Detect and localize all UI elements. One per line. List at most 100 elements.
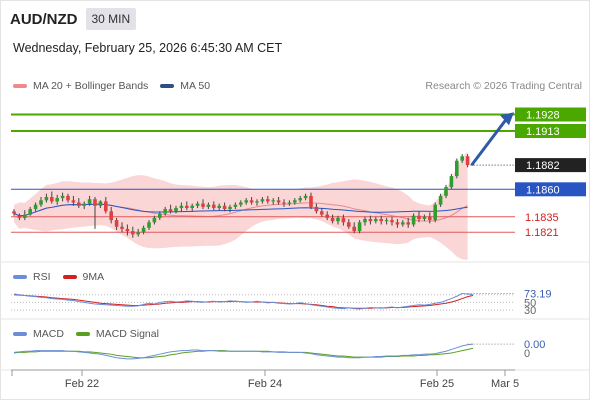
candle-body <box>222 205 227 210</box>
candle-body <box>114 220 119 227</box>
candle-body <box>17 215 22 218</box>
credit-label: Research © 2026 Trading Central <box>425 80 582 92</box>
candle-body <box>422 216 427 219</box>
candle-body <box>158 213 162 218</box>
x-tick-label: Mar 5 <box>491 378 519 390</box>
rsi-line <box>13 293 474 310</box>
macd-line <box>13 343 474 360</box>
candle-body <box>352 226 356 232</box>
legend-macd-signal-label: MACD Signal <box>95 328 159 340</box>
candle-body <box>136 232 140 235</box>
legend-ma50-label: MA 50 <box>180 80 211 92</box>
level-label-1.1821: 1.1821 <box>525 227 559 239</box>
candle-body <box>195 203 200 206</box>
candle-body <box>93 199 97 206</box>
candle-body <box>28 209 32 215</box>
ma50-swatch <box>160 84 175 88</box>
candle-body <box>411 215 416 225</box>
candle-body <box>325 214 329 218</box>
candle-body <box>438 195 443 205</box>
candle-body <box>401 222 405 225</box>
candle-body <box>368 219 373 222</box>
candle-body <box>39 200 43 205</box>
candle-body <box>33 204 38 210</box>
header: AUD/NZD 30 MIN <box>10 8 137 30</box>
candle-body <box>125 228 130 232</box>
legend-rsi-ma-label: 9MA <box>82 271 105 283</box>
macd-legend: MACD MACD Signal <box>13 328 171 340</box>
candle-body <box>357 222 362 232</box>
candle-body <box>449 176 454 188</box>
x-tick-label: Feb 24 <box>248 378 282 390</box>
main-legend: MA 20 + Bollinger Bands MA 50 <box>13 80 222 92</box>
macd-value-label: 0.00 <box>524 339 545 351</box>
rsi-scale-50: 50 <box>524 297 536 309</box>
ma20-swatch <box>13 84 27 88</box>
level-tag-1.1928 <box>515 107 586 122</box>
candle-body <box>309 195 313 207</box>
timeframe-badge[interactable]: 30 MIN <box>85 8 137 30</box>
candle-body <box>174 208 178 212</box>
candle-body <box>276 200 281 203</box>
candle-body <box>212 204 216 208</box>
forecast-arrow-shaft <box>470 117 509 167</box>
candle-body <box>185 205 189 208</box>
candle-body <box>266 199 270 202</box>
level-label-1.1928: 1.1928 <box>526 110 560 122</box>
candle-body <box>330 217 335 222</box>
level-label-1.1860: 1.1860 <box>526 184 560 196</box>
rsi-ma-line <box>13 294 474 309</box>
candle-body <box>239 202 243 205</box>
candle-body <box>465 156 470 166</box>
candle-body <box>390 220 394 223</box>
candle-body <box>271 200 275 202</box>
candle-body <box>98 201 103 206</box>
candle-body <box>152 217 157 223</box>
candle-body <box>255 201 259 203</box>
candle-body <box>406 222 410 225</box>
x-tick-label: Feb 25 <box>420 378 454 390</box>
rsi-ma-swatch <box>62 275 77 279</box>
x-tick-label: Feb 22 <box>65 378 99 390</box>
level-tag-1.1913 <box>515 124 586 138</box>
legend-item-rsi: RSI <box>13 271 51 283</box>
legend-item-rsi-ma: 9MA <box>62 271 105 283</box>
macd-zero-label: 0 <box>524 348 530 360</box>
candle-body <box>12 211 16 214</box>
legend-item-macd-signal: MACD Signal <box>75 328 159 340</box>
rsi-swatch <box>13 275 27 279</box>
candle-body <box>395 222 400 225</box>
level-label-1.1835: 1.1835 <box>525 212 559 224</box>
candle-body <box>455 160 459 177</box>
candle-body <box>374 219 378 222</box>
rsi-value-label: 73.19 <box>524 288 552 300</box>
candle-body <box>147 222 151 228</box>
candle-body <box>384 220 389 222</box>
legend-item-macd: MACD <box>13 328 64 340</box>
candle-body <box>120 226 124 229</box>
legend-item-ma20: MA 20 + Bollinger Bands <box>13 80 148 92</box>
candle-body <box>260 199 265 202</box>
candle-body <box>55 198 59 202</box>
level-label-1.1913: 1.1913 <box>526 126 560 138</box>
candle-body <box>341 217 346 223</box>
candle-body <box>131 231 135 235</box>
last-price-label: 1.1882 <box>526 160 560 172</box>
candle-body <box>444 187 448 196</box>
candle-body <box>141 227 146 233</box>
legend-rsi-label: RSI <box>33 271 51 283</box>
candle-body <box>379 219 383 222</box>
candle-body <box>293 200 297 203</box>
candle-body <box>201 203 205 207</box>
macd-signal-swatch <box>75 332 90 336</box>
legend-item-ma50: MA 50 <box>160 80 210 92</box>
candle-body <box>417 215 421 219</box>
datetime-label: Wednesday, February 25, 2026 6:45:30 AM … <box>13 41 283 55</box>
candle-body <box>244 200 248 203</box>
candle-body <box>190 205 194 208</box>
candle-body <box>228 206 232 210</box>
candle-body <box>23 214 27 218</box>
legend-macd-label: MACD <box>33 328 64 340</box>
candle-body <box>217 205 221 208</box>
